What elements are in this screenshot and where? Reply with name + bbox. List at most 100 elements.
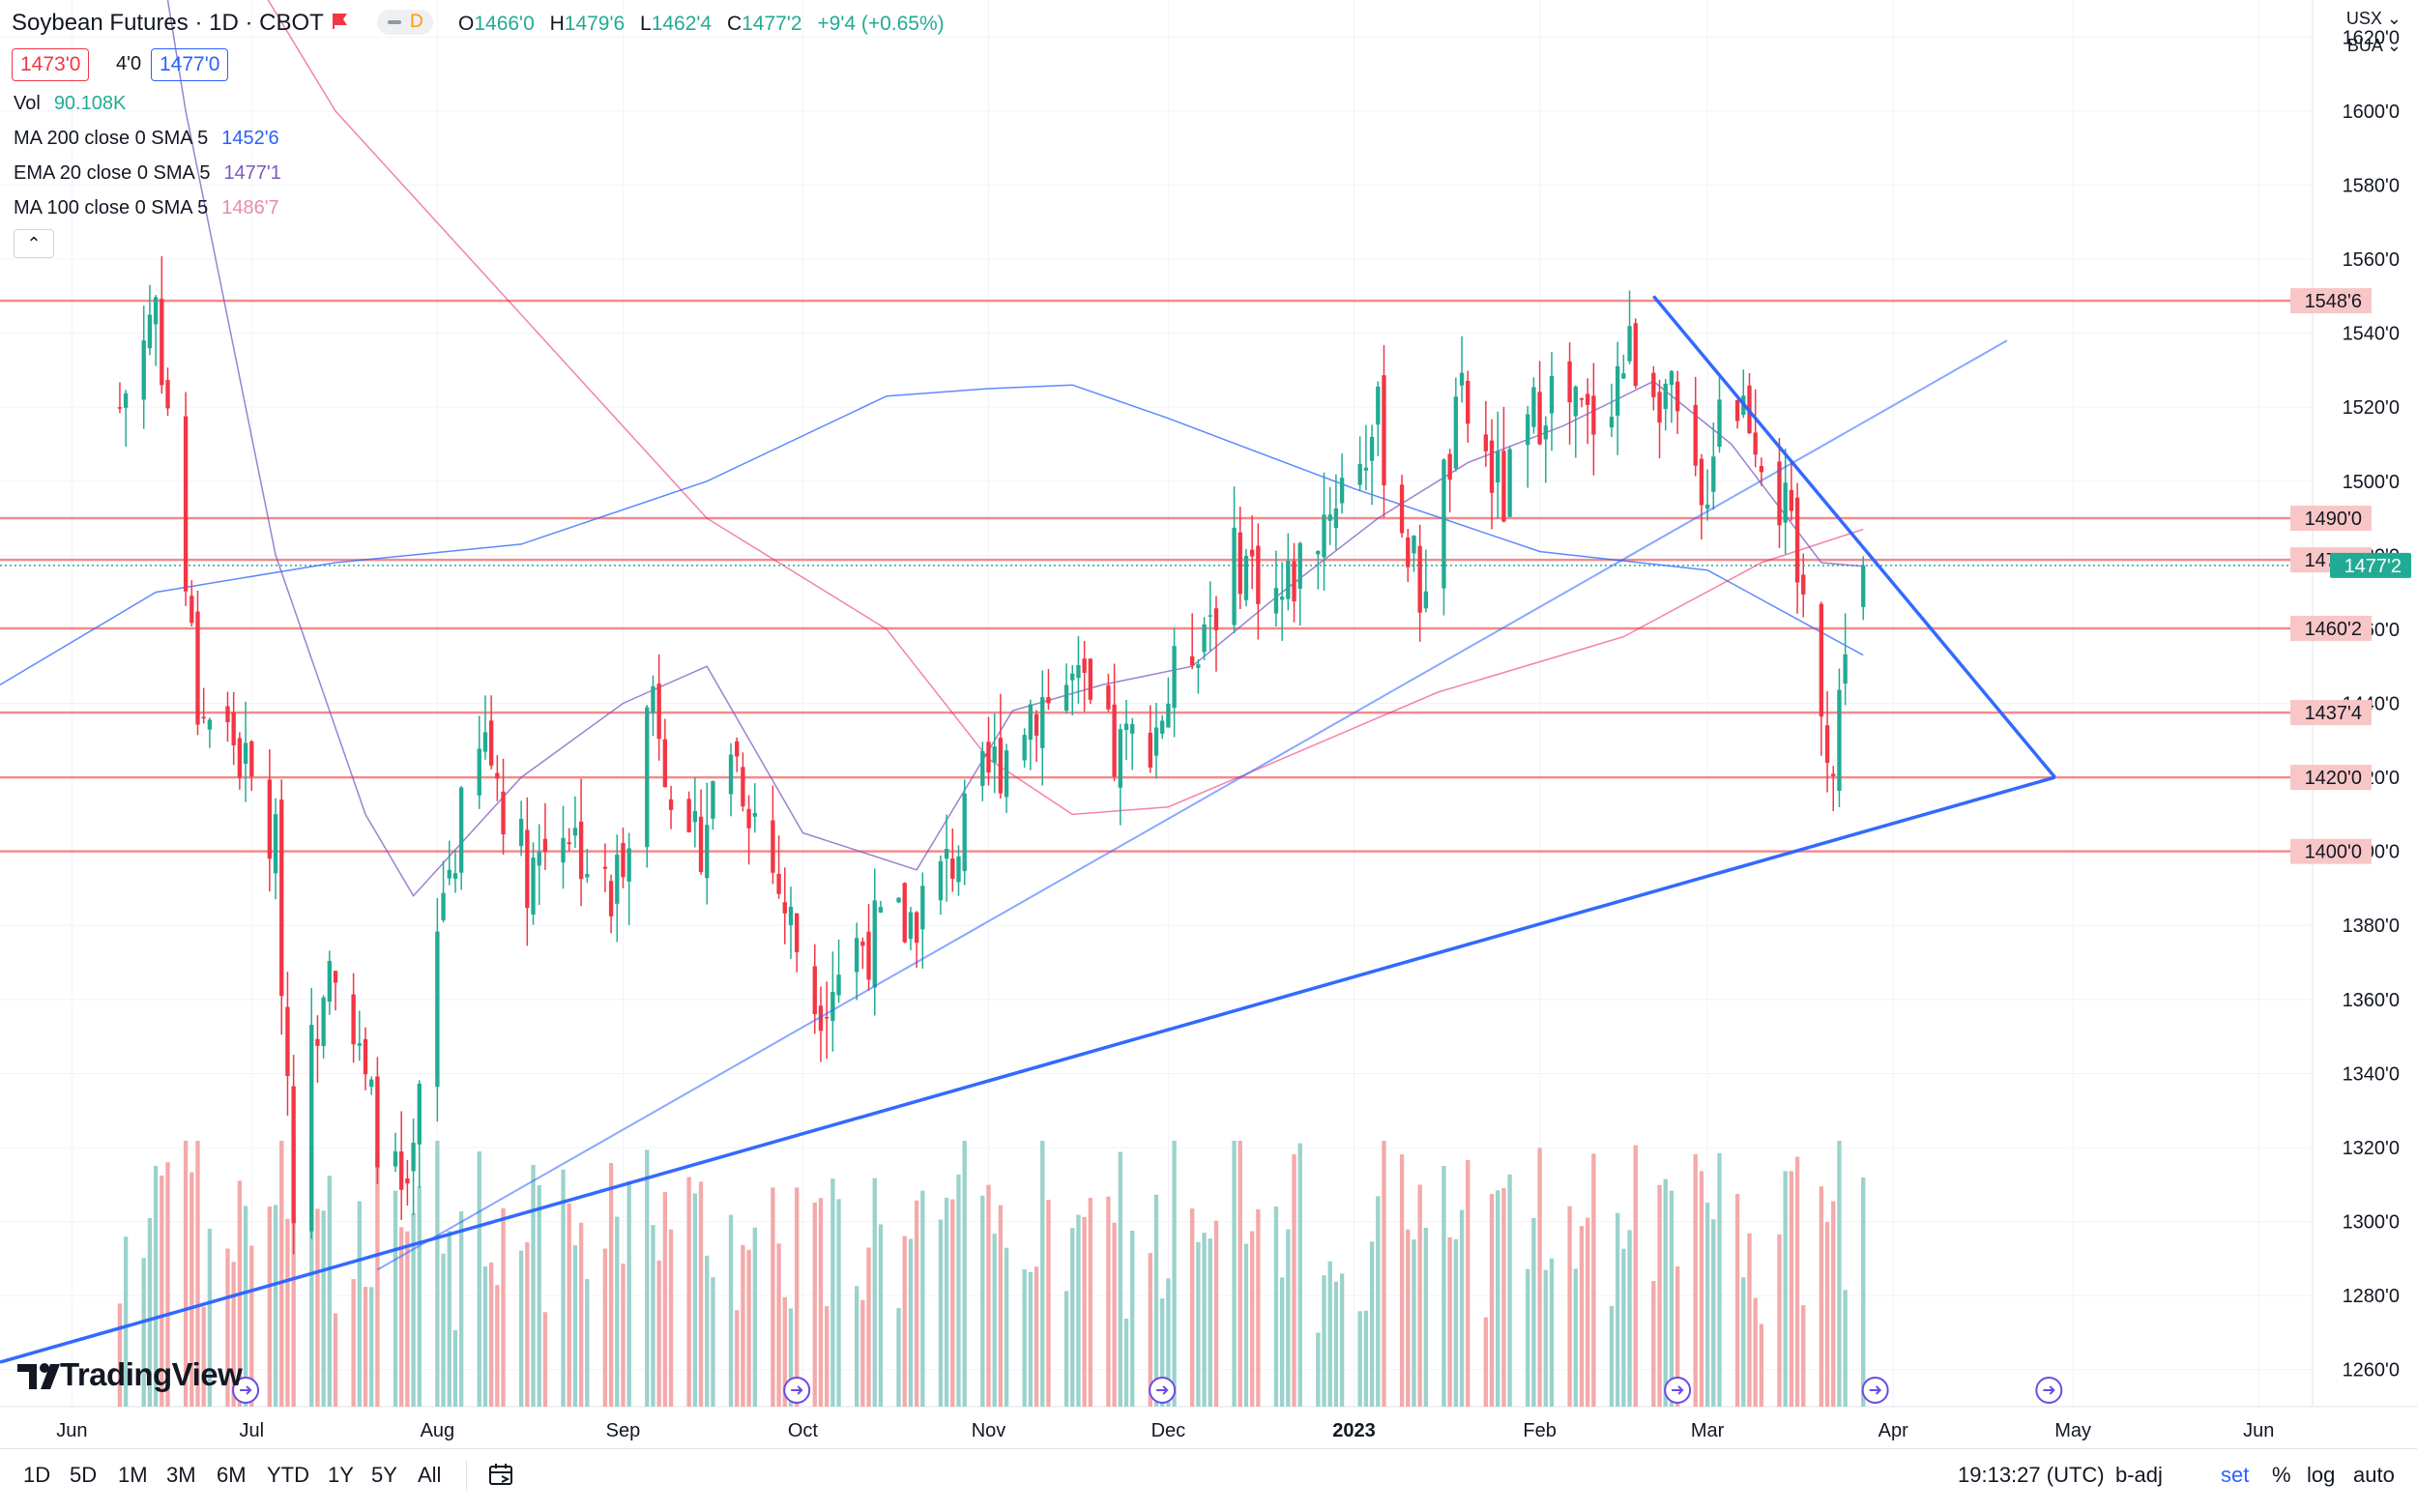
level-label-bg — [2290, 838, 2372, 864]
candle-body — [1441, 459, 1446, 589]
market-status-pill[interactable]: D — [377, 10, 433, 35]
candle-body — [1232, 527, 1237, 625]
candle-body — [1615, 365, 1620, 416]
indicator-ema20[interactable]: EMA 20 close 0 SMA 5 1477'1 — [14, 162, 281, 185]
volume-bar — [1399, 1154, 1405, 1407]
candle-body — [992, 746, 997, 763]
volume-bar — [878, 1224, 884, 1407]
range-3m-button[interactable]: 3M — [166, 1463, 196, 1487]
candle-body — [902, 883, 907, 943]
volume-bar — [902, 1236, 907, 1407]
volume-bar — [1747, 1233, 1752, 1407]
candle-body — [1172, 646, 1177, 709]
volume-bar — [992, 1234, 997, 1407]
currency-selector[interactable]: USX ⌄ — [2345, 9, 2402, 28]
settlement-toggle[interactable]: set — [2221, 1463, 2250, 1487]
volume-bar — [375, 1152, 380, 1407]
collapse-legend-button[interactable]: ⌃ — [14, 229, 54, 258]
sell-price-button[interactable]: 1473'0 — [12, 48, 90, 81]
volume-bar — [1292, 1153, 1296, 1407]
candle-body — [854, 938, 859, 973]
range-1y-button[interactable]: 1Y — [328, 1463, 354, 1487]
indicator-value: 90.108K — [53, 93, 127, 114]
clock-readout[interactable]: 19:13:27 (UTC) — [1958, 1463, 2105, 1487]
candle-body — [567, 842, 571, 845]
indicator-label: MA 100 close 0 SMA 5 — [14, 197, 209, 218]
back-adjust-toggle[interactable]: b-adj — [2115, 1463, 2163, 1487]
indicator-ma200[interactable]: MA 200 close 0 SMA 5 1452'6 — [14, 128, 279, 150]
range-all-button[interactable]: All — [418, 1463, 442, 1487]
candle-body — [938, 860, 944, 901]
volume-bar — [818, 1198, 824, 1407]
candle-body — [866, 931, 871, 980]
time-tick-label: Jun — [56, 1420, 87, 1441]
volume-bar — [854, 1286, 859, 1407]
range-6m-button[interactable]: 6M — [217, 1463, 247, 1487]
volume-bar — [752, 1227, 757, 1407]
indicator-volume[interactable]: Vol 90.108K — [14, 93, 126, 115]
flag-icon[interactable] — [331, 13, 350, 30]
level-label-bg — [2290, 615, 2372, 641]
price-chart[interactable]: 1260'0 1280'0 1300'0 1320'0 1340'0 1360'0 1380… — [0, 0, 2417, 1450]
candle-body — [488, 720, 494, 766]
volume-bar — [231, 1262, 236, 1407]
level-label: 1460'2 — [2305, 619, 2362, 640]
range-ytd-button[interactable]: YTD — [267, 1463, 309, 1487]
indicator-ma100[interactable]: MA 100 close 0 SMA 5 1486'7 — [14, 197, 279, 219]
volume-bar — [1339, 1273, 1345, 1407]
volume-bar — [1040, 1141, 1045, 1407]
calendar-icon[interactable] — [488, 1463, 513, 1486]
log-toggle[interactable]: log — [2307, 1463, 2336, 1487]
volume-bar — [279, 1141, 284, 1407]
volume-bar — [1441, 1166, 1446, 1407]
candle-body — [1543, 425, 1548, 440]
volume-bar — [1118, 1151, 1122, 1407]
candle-body — [1789, 489, 1794, 511]
volume-bar — [458, 1211, 464, 1407]
candle-body — [399, 1151, 404, 1190]
candle-body — [836, 974, 841, 996]
price-tick-label: 1260'0 — [2343, 1360, 2400, 1381]
spread-value: 4'0 — [116, 53, 142, 74]
time-tick-label: 2023 — [1332, 1420, 1376, 1441]
candle-body — [896, 897, 901, 903]
candle-body — [327, 960, 332, 1003]
range-1d-button[interactable]: 1D — [23, 1463, 51, 1487]
volume-bar — [1573, 1268, 1578, 1407]
volume-bar — [477, 1151, 481, 1407]
candle-body — [1369, 436, 1375, 461]
unit-selector[interactable]: BUA ⌄ — [2346, 36, 2402, 55]
volume-bar — [1543, 1269, 1548, 1407]
candle-body — [1118, 729, 1122, 788]
time-tick-label: Nov — [972, 1420, 1006, 1441]
price-tick-label: 1320'0 — [2343, 1138, 2400, 1159]
volume-bar — [908, 1238, 914, 1407]
volume-bar — [585, 1279, 590, 1407]
symbol-title[interactable]: Soybean Futures · 1D · CBOT — [12, 10, 324, 36]
volume-bar — [735, 1310, 740, 1407]
buy-price-button[interactable]: 1477'0 — [151, 48, 229, 81]
volume-bar — [1466, 1159, 1471, 1407]
candle-body — [1040, 697, 1045, 748]
currency-label: USX — [2345, 9, 2382, 28]
range-5d-button[interactable]: 5D — [70, 1463, 98, 1487]
auto-toggle[interactable]: auto — [2353, 1463, 2395, 1487]
volume-bar — [327, 1176, 332, 1407]
candle-body — [1693, 404, 1698, 466]
volume-bar — [1070, 1228, 1075, 1407]
candle-body — [1249, 549, 1255, 557]
volume-bar — [866, 1247, 871, 1407]
percent-toggle[interactable]: % — [2272, 1463, 2291, 1487]
range-5y-button[interactable]: 5Y — [371, 1463, 397, 1487]
volume-bar — [1447, 1236, 1452, 1407]
volume-bar — [123, 1236, 129, 1407]
volume-bar — [956, 1174, 961, 1407]
last-price-tag — [2330, 552, 2411, 578]
candle-body — [585, 874, 590, 878]
high-value: 1479'6 — [564, 13, 626, 35]
range-1m-button[interactable]: 1M — [118, 1463, 148, 1487]
candle-body — [357, 1043, 362, 1046]
volume-bar — [1459, 1209, 1465, 1407]
candle-body — [1657, 392, 1662, 423]
volume-bar — [1824, 1222, 1830, 1407]
